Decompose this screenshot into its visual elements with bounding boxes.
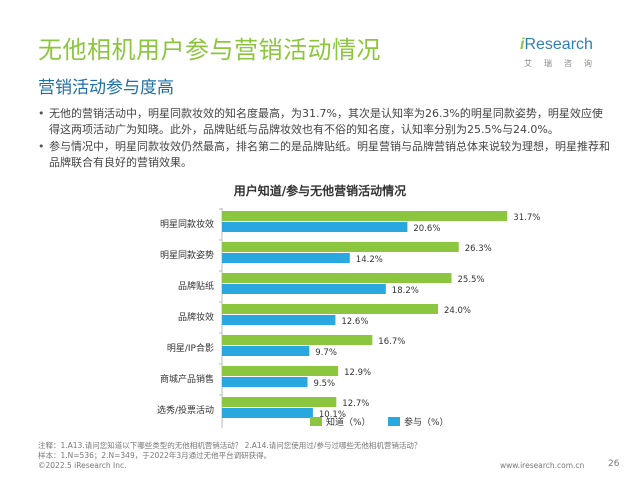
data-label: 9.5%	[314, 379, 336, 389]
data-label: 24.0%	[444, 306, 471, 316]
data-label: 12.9%	[344, 368, 371, 378]
bar-know	[222, 304, 438, 314]
bar-know	[222, 211, 508, 221]
data-label: 18.2%	[392, 286, 419, 296]
category-label: 商城产品销售	[160, 373, 214, 385]
bar-chart: 用户知道/参与无他营销活动情况 明星同款妆效 31.7% 20.6% 明星同款姿势 26…	[157, 183, 540, 428]
chart-body: 明星同款妆效 31.7% 20.6% 明星同款姿势 26.3% 14.2% 品牌贴纸 25.5…	[157, 208, 540, 428]
page-number: 26	[608, 459, 620, 469]
bar-participate	[222, 377, 308, 387]
data-label: 26.3%	[465, 244, 492, 254]
category-label: 明星同款姿势	[160, 249, 214, 261]
bar-participate	[222, 253, 350, 263]
footnote-line-2: 样本：1.N=536；2.N=349，于2022年3月通过无他平台调研获得。	[38, 451, 272, 460]
data-label: 14.2%	[356, 255, 383, 265]
logo-i-letter: i	[520, 36, 525, 53]
legend-swatch	[388, 417, 400, 426]
website: www.iresearch.com.cn	[500, 461, 585, 470]
bar-know	[222, 335, 373, 345]
data-label: 9.7%	[315, 348, 337, 358]
bullet-1: 无他的营销活动中，明星同款妆效的知名度最高，为31.7%，其次是认知率为26.3…	[38, 106, 610, 138]
data-label: 16.7%	[378, 337, 405, 347]
legend-label: 知道（%）	[326, 416, 371, 428]
iresearch-logo: iResearch 艾瑞咨询	[520, 36, 610, 72]
chart-title: 用户知道/参与无他营销活动情况	[233, 183, 406, 198]
bar-participate	[222, 222, 408, 232]
page-title: 无他相机用户参与营销活动情况	[38, 36, 381, 64]
bar-know	[222, 397, 337, 407]
category-label: 品牌贴纸	[178, 280, 214, 292]
copyright: ©2022.5 iResearch Inc.	[38, 461, 127, 470]
bar-know	[222, 242, 459, 252]
bar-participate	[222, 315, 336, 325]
footnote-line-1: 注释：1.A13.请问您知道以下哪些类型的无他相机营销活动？ 2.A14.请问您…	[38, 441, 422, 450]
category-label: 明星同款妆效	[160, 218, 214, 230]
footnote: 注释：1.A13.请问您知道以下哪些类型的无他相机营销活动？ 2.A14.请问您…	[38, 441, 421, 461]
logo-chinese: 艾瑞咨询	[524, 59, 604, 68]
bar-know	[222, 273, 452, 283]
category-label: 品牌妆效	[178, 311, 214, 323]
category-label: 选秀/投票活动	[157, 404, 214, 416]
bullet-2: 参与情况中，明星同款妆效仍然最高，排名第二的是品牌贴纸。明星营销与品牌营销总体来…	[38, 139, 610, 171]
data-label: 12.6%	[341, 317, 368, 327]
logo-wordmark: iResearch	[520, 36, 593, 54]
logo-name: Research	[524, 36, 593, 53]
data-label: 20.6%	[413, 224, 440, 234]
bar-participate	[222, 284, 386, 294]
legend-swatch	[310, 417, 322, 426]
bar-know	[222, 366, 339, 376]
data-label: 25.5%	[458, 275, 485, 285]
bar-participate	[222, 408, 313, 418]
data-label: 10.1%	[319, 410, 346, 420]
page-subtitle: 营销活动参与度高	[38, 78, 174, 98]
summary-bullets: 无他的营销活动中，明星同款妆效的知名度最高，为31.7%，其次是认知率为26.3…	[38, 106, 610, 172]
bar-participate	[222, 346, 310, 356]
data-label: 31.7%	[513, 213, 540, 223]
data-label: 12.7%	[342, 399, 369, 409]
category-label: 明星/IP合影	[167, 342, 214, 354]
legend-label: 参与（%）	[404, 416, 449, 428]
